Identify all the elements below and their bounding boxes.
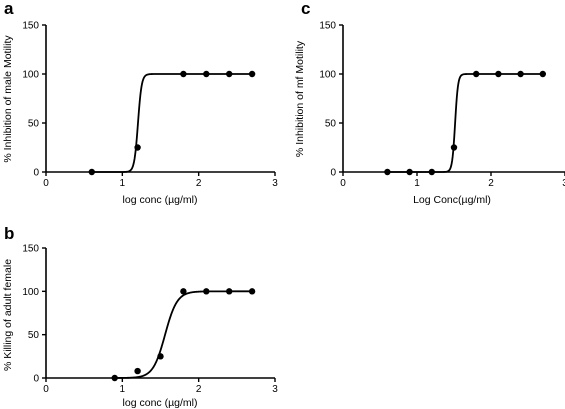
data-point-b	[180, 288, 187, 295]
y-tick-label-a: 150	[22, 21, 39, 32]
data-point-a	[248, 70, 256, 78]
fit-curve-b	[114, 290, 253, 379]
panel-letter-a: a	[4, 0, 14, 18]
x-tick-label-c: 2	[488, 178, 494, 189]
fit-curve-c	[387, 73, 543, 173]
data-point-a	[226, 70, 233, 78]
y-tick-label-a: 0	[33, 168, 39, 179]
y-tick-label-c: 0	[330, 168, 336, 179]
panel-c: c % Inhibition of mf Motility Log Conc(µ…	[294, 0, 565, 206]
panel-b: b % Killing of adult female log conc (µg…	[2, 224, 278, 409]
data-point-c	[384, 168, 391, 176]
y-tick-label-b: 150	[22, 244, 39, 255]
data-point-a	[203, 70, 210, 78]
panel-a: a % Inhibition of male Motility log conc…	[2, 0, 278, 206]
y-tick-label-b: 100	[22, 287, 39, 298]
x-tick-label-b: 0	[43, 384, 49, 395]
x-tick-label-b: 3	[272, 384, 278, 395]
x-tick-label-c: 1	[414, 178, 420, 189]
data-point-c	[495, 70, 502, 78]
data-point-a	[180, 70, 187, 78]
y-tick-label-c: 100	[319, 70, 336, 81]
x-axis-label-b: log conc (µg/ml)	[123, 397, 198, 409]
y-tick-label-b: 0	[33, 374, 39, 385]
data-point-a	[134, 144, 141, 151]
data-point-b	[134, 367, 141, 375]
data-point-a	[88, 168, 96, 176]
x-tick-label-a: 0	[43, 178, 49, 189]
x-tick-label-b: 1	[120, 384, 126, 395]
panel-letter-b: b	[4, 224, 14, 243]
data-point-c	[539, 70, 546, 78]
y-tick-label-c: 150	[319, 21, 336, 32]
data-point-c	[450, 144, 458, 151]
data-point-b	[203, 288, 210, 295]
panel-letter-c: c	[301, 0, 310, 18]
x-tick-label-a: 1	[120, 178, 126, 189]
data-point-c	[517, 70, 524, 78]
x-axis-label-c: Log Conc(µg/ml)	[413, 194, 491, 206]
y-tick-label-c: 50	[325, 119, 337, 130]
y-axis-label-b: % Killing of adult female	[2, 259, 14, 371]
x-tick-label-c: 3	[562, 178, 565, 189]
data-point-c	[473, 70, 480, 78]
x-tick-label-a: 2	[196, 178, 202, 189]
data-point-b	[226, 288, 233, 295]
x-tick-label-c: 0	[340, 178, 346, 189]
y-tick-label-b: 50	[28, 330, 40, 341]
y-axis-label-a: % Inhibition of male Motility	[2, 35, 14, 163]
data-point-c	[428, 168, 435, 176]
x-axis-label-a: log conc (µg/ml)	[123, 194, 198, 206]
data-point-b	[248, 288, 256, 295]
data-point-b	[111, 374, 118, 382]
x-tick-label-b: 2	[196, 384, 202, 395]
data-point-b	[157, 353, 164, 360]
data-point-c	[406, 168, 413, 176]
y-tick-label-a: 100	[22, 70, 39, 81]
y-axis-label-c: % Inhibition of mf Motility	[294, 40, 306, 157]
x-tick-label-a: 3	[272, 178, 278, 189]
y-tick-label-a: 50	[28, 119, 40, 130]
fit-curve-a	[91, 73, 253, 173]
